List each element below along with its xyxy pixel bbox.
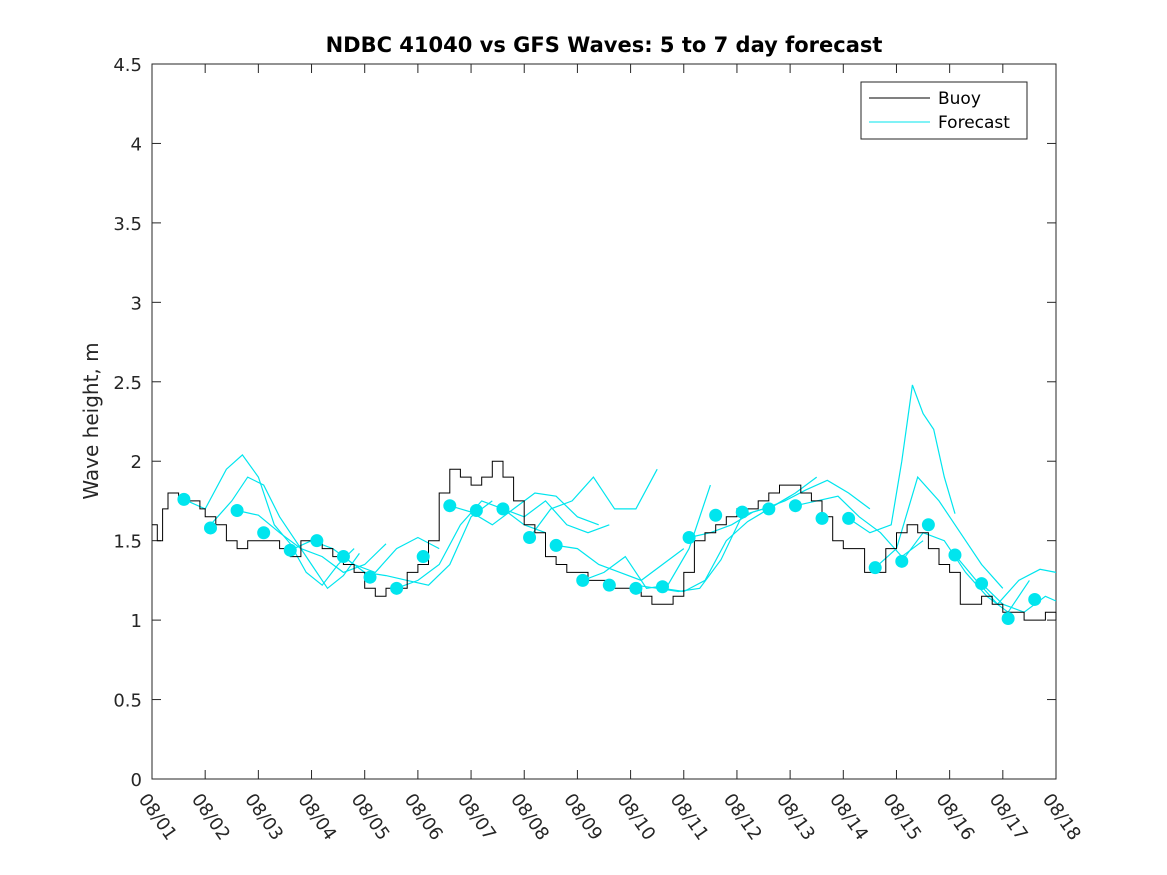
y-tick-label: 2 xyxy=(131,452,142,473)
axis-ticks xyxy=(151,63,1057,780)
y-tick-label: 1.5 xyxy=(113,532,142,553)
forecast-line xyxy=(236,509,387,574)
forecast-point xyxy=(549,538,563,552)
y-axis-label: Wave height, m xyxy=(79,342,103,499)
forecast-point xyxy=(523,530,537,544)
x-tick-label: 08/11 xyxy=(666,790,713,845)
legend-box xyxy=(860,81,1028,140)
x-tick-label: 08/09 xyxy=(559,790,606,845)
forecast-point xyxy=(1001,612,1015,626)
forecast-line xyxy=(502,500,610,534)
forecast-point xyxy=(948,548,962,562)
x-tick-label: 08/07 xyxy=(453,790,500,845)
legend-label-buoy: Buoy xyxy=(938,89,981,109)
forecast-line xyxy=(981,583,1057,613)
forecast-point xyxy=(177,492,191,506)
forecast-point xyxy=(203,521,217,535)
forecast-line xyxy=(874,475,1004,589)
forecast-point xyxy=(788,499,802,513)
forecast-point xyxy=(336,550,350,564)
forecast-point xyxy=(257,526,271,540)
x-tick-label: 08/03 xyxy=(240,790,287,845)
y-tick-label: 3 xyxy=(131,293,142,314)
y-tick-label: 3.5 xyxy=(113,214,142,235)
forecast-line xyxy=(954,554,1057,606)
x-tick-label: 08/17 xyxy=(985,790,1032,845)
forecast-point xyxy=(682,530,696,544)
forecast-point xyxy=(868,561,882,575)
forecast-point xyxy=(735,505,749,519)
x-tick-label: 08/15 xyxy=(878,790,925,845)
forecast-line xyxy=(582,484,711,589)
x-tick-label: 08/18 xyxy=(1038,790,1085,845)
x-tick-label: 08/16 xyxy=(932,790,979,845)
forecast-point xyxy=(762,502,776,516)
forecast-line xyxy=(183,454,355,587)
forecast-line xyxy=(635,514,743,593)
forecast-point xyxy=(469,503,483,517)
forecast-point xyxy=(921,518,935,532)
forecast-point xyxy=(655,580,669,594)
forecast-line xyxy=(529,468,658,538)
forecast-point xyxy=(576,573,590,587)
forecast-point xyxy=(1028,592,1042,606)
forecast-point xyxy=(310,534,324,548)
chart-title: NDBC 41040 vs GFS Waves: 5 to 7 day fore… xyxy=(326,33,883,57)
forecast-point xyxy=(815,511,829,525)
forecast-point xyxy=(629,581,643,595)
forecast-point xyxy=(709,508,723,522)
forecast-point xyxy=(975,577,989,591)
forecast-line xyxy=(848,384,956,534)
forecast-point xyxy=(496,502,510,516)
x-tick-label: 08/02 xyxy=(187,790,234,845)
forecast-point xyxy=(390,581,404,595)
forecast-line xyxy=(901,531,1030,614)
forecast-point xyxy=(416,550,430,564)
y-tick-label: 4.5 xyxy=(113,55,142,76)
y-tick-label: 0.5 xyxy=(113,691,142,712)
x-tick-label: 08/01 xyxy=(134,790,181,845)
x-tick-label: 08/06 xyxy=(400,790,447,845)
x-tick-labels: 08/01 08/02 08/03 08/04 08/05 08/06 08/07 08/08… xyxy=(134,790,1085,845)
x-tick-label: 08/14 xyxy=(825,790,872,845)
axes-box xyxy=(151,63,1057,780)
forecast-point xyxy=(230,503,244,517)
x-tick-label: 08/05 xyxy=(347,790,394,845)
y-tick-label: 0 xyxy=(131,770,142,791)
forecast-point xyxy=(842,511,856,525)
x-tick-label: 08/13 xyxy=(772,790,819,845)
forecast-line xyxy=(556,544,685,582)
y-tick-label: 4 xyxy=(131,134,142,155)
x-tick-label: 08/08 xyxy=(506,790,553,845)
forecast-point xyxy=(602,578,616,592)
forecast-point xyxy=(283,543,297,557)
forecast-line xyxy=(210,476,360,590)
plot-area xyxy=(152,384,1057,626)
x-tick-label: 08/12 xyxy=(719,790,766,845)
forecast-point xyxy=(363,570,377,584)
x-tick-label: 08/10 xyxy=(612,790,659,845)
forecast-line xyxy=(795,495,924,558)
y-tick-labels: 0 0.5 1 1.5 2 2.5 3 3.5 4 4.5 xyxy=(113,55,142,791)
forecast-point xyxy=(895,554,909,568)
y-tick-label: 2.5 xyxy=(113,373,142,394)
forecast-point xyxy=(443,499,457,513)
y-tick-label: 1 xyxy=(131,611,142,632)
legend[interactable]: Buoy Forecast xyxy=(860,81,1028,140)
x-tick-label: 08/04 xyxy=(293,790,340,845)
legend-label-forecast: Forecast xyxy=(938,113,1010,133)
